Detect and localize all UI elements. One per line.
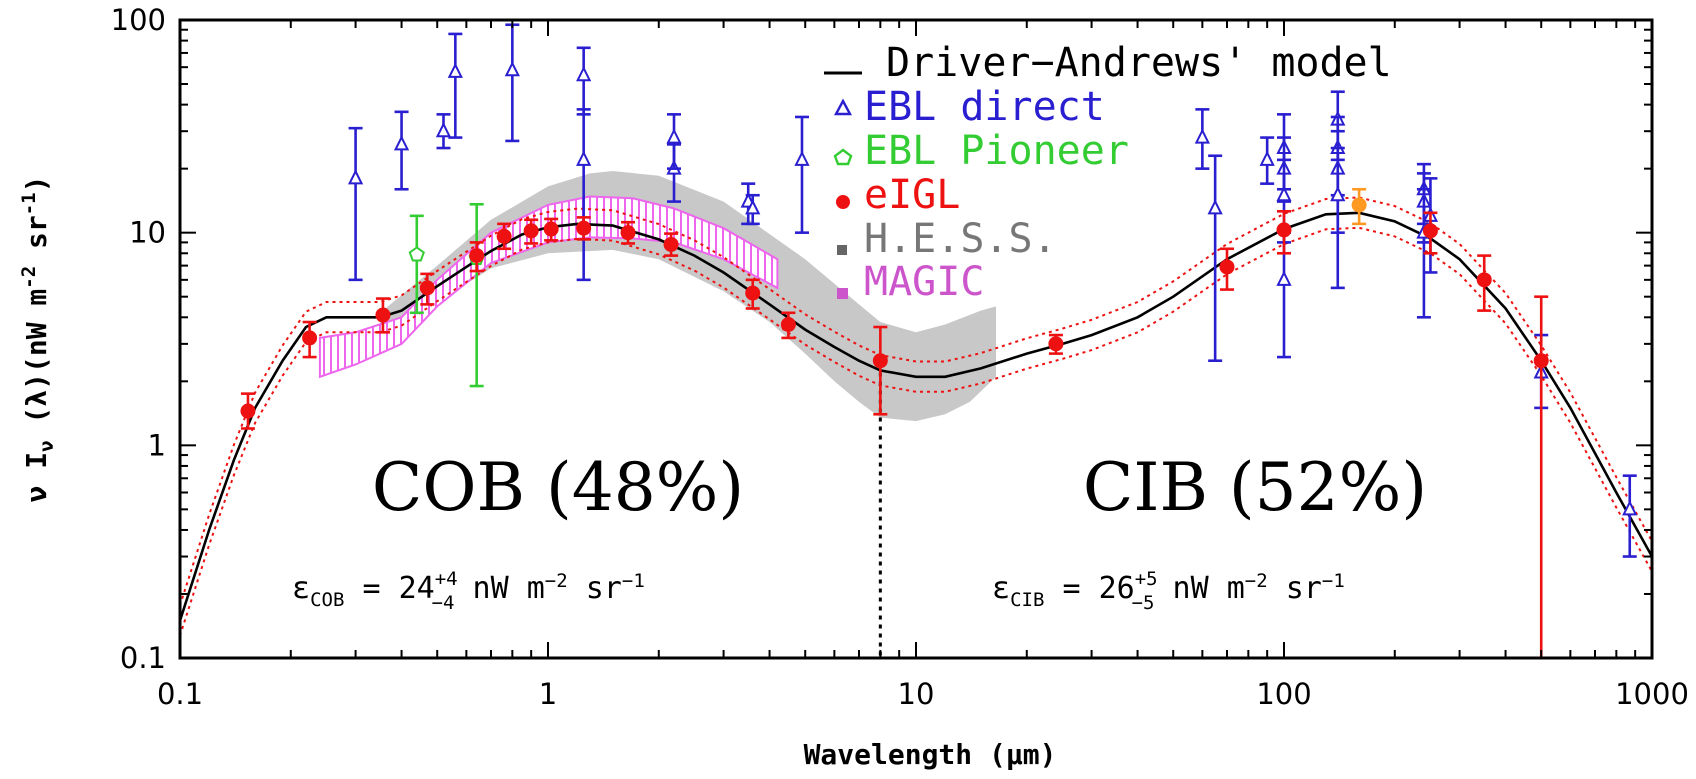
eigl-marker (1533, 353, 1549, 369)
ebl-direct-marker (504, 61, 520, 77)
eps-cob-eq: = 24 (344, 571, 434, 606)
eps-cob-unit: nW m (454, 571, 544, 606)
eigl-marker (469, 248, 485, 264)
eigl-marker (1422, 223, 1438, 239)
y-tick-label: 10 (129, 216, 166, 250)
x-axis-title: Wavelength (μm) (804, 738, 1057, 771)
eps-cib-sub: CIB (1010, 589, 1044, 611)
ebl-pioneer-marker (408, 246, 425, 262)
ebl-direct-marker (1194, 128, 1210, 144)
legend-label-model: Driver−Andrews' model (886, 40, 1392, 86)
y-axis-title: ν Iν (λ)(nW m-2 sr-1) (18, 176, 58, 503)
ebl-direct-marker (1276, 270, 1292, 286)
x-tick-label: 1 (539, 677, 557, 711)
model-curves-layer (180, 196, 1652, 636)
legend-ebl-pioneer-pentagon-icon (833, 148, 853, 166)
ebl-direct-marker (435, 121, 452, 138)
x-tick-label: 10 (898, 677, 935, 711)
axis-tick-labels: 0.1 1 10 100 1000 0.1 1 10 100 (111, 3, 1689, 711)
legend-label-hess: H.E.S.S. (864, 216, 1057, 262)
ebl-direct-marker (1622, 500, 1638, 516)
ebl-direct-marker (576, 65, 592, 82)
ebl-direct-marker (1276, 185, 1292, 202)
model-curve (180, 211, 1652, 621)
eps-cob-exp2: −1 (622, 570, 645, 592)
data-points-layer (240, 23, 1638, 658)
eigl-marker (419, 280, 435, 296)
orange-marker (1351, 197, 1367, 213)
y-tick-label: 1 (148, 428, 166, 462)
y-axis-title-prefix: ν I (20, 452, 53, 503)
eigl-marker (1219, 259, 1235, 275)
eigl-marker (620, 225, 636, 241)
axis-ticks (179, 20, 1653, 659)
eps-cib-unit: nW m (1154, 571, 1244, 606)
eigl-marker (375, 307, 391, 323)
y-axis-title-rest: (λ)(nW m (20, 289, 53, 441)
legend-label-eigl: eIGL (864, 172, 960, 218)
eps-cob-plus: +4 (435, 568, 458, 590)
y-tick-label: 0.1 (120, 641, 166, 675)
eps-cib-eq: = 26 (1044, 571, 1134, 606)
legend-hess-square-icon (837, 245, 847, 255)
legend: Driver−Andrews' model EBL direct EBL Pio… (824, 40, 1392, 305)
ebl-direct-marker (1259, 150, 1275, 166)
y-axis-title-mid: sr (20, 215, 53, 266)
eigl-marker (745, 285, 761, 301)
y-axis-title-end: ) (20, 176, 53, 193)
legend-label-ebl-direct: EBL direct (864, 84, 1105, 130)
legend-label-ebl-pioneer: EBL Pioneer (864, 128, 1129, 174)
legend-eigl-circle-icon (836, 195, 850, 209)
ebl-direct-marker (666, 128, 682, 144)
y-axis-title-sup1: -2 (18, 266, 40, 289)
eigl-marker (872, 353, 888, 369)
eigl-marker (302, 330, 318, 346)
eigl-marker (1048, 336, 1064, 352)
ebl-direct-marker (1207, 199, 1223, 215)
ebl-direct-marker (794, 150, 810, 166)
x-tick-label: 1000 (1615, 677, 1689, 711)
legend-magic-square-icon (837, 288, 848, 299)
x-tick-label: 100 (1256, 677, 1311, 711)
eigl-marker (1276, 222, 1292, 238)
eigl-marker (543, 221, 559, 237)
ebl-direct-marker (393, 135, 410, 151)
ebl-direct-marker (447, 62, 463, 78)
eigl-marker (496, 228, 512, 244)
eps-cob-sub: COB (310, 589, 344, 611)
eps-cib-sym: ε (992, 571, 1010, 606)
eigl-marker (663, 236, 679, 252)
eps-cib-sr: sr (1268, 571, 1322, 606)
cib-label: CIB (52%) (1083, 449, 1427, 526)
eigl-marker (1476, 272, 1492, 288)
eps-cob-sym: ε (292, 571, 310, 606)
eigl-marker (523, 223, 539, 239)
eps-cob-sr: sr (568, 571, 622, 606)
ebl-direct-marker (576, 150, 592, 166)
eps-cib-label: εCIB = 26+5 −5 nW m−2 sr−1 (992, 568, 1345, 614)
eigl-marker (576, 220, 592, 236)
eps-cib-minus: −5 (1132, 592, 1155, 614)
eps-cob-label: εCOB = 24+4 −4 nW m−2 sr−1 (292, 568, 645, 614)
y-axis-title-sup2: -1 (18, 192, 40, 215)
ebl-direct-marker (347, 169, 364, 185)
eps-cib-exp1: −2 (1245, 570, 1268, 592)
eps-cob-minus: −4 (432, 592, 455, 614)
legend-label-magic: MAGIC (864, 259, 984, 305)
y-tick-label: 100 (111, 3, 166, 37)
eps-cib-plus: +5 (1135, 568, 1158, 590)
cob-label: COB (48%) (372, 449, 744, 526)
eps-cob-exp1: −2 (545, 570, 568, 592)
eps-cib-exp2: −1 (1322, 570, 1345, 592)
y-axis-title-sub: ν (36, 440, 58, 451)
legend-ebl-direct-triangle-icon (833, 98, 853, 116)
ebl-direct-marker (745, 199, 761, 215)
eigl-marker (240, 403, 256, 419)
ebl-direct-marker (1330, 185, 1346, 202)
x-tick-label: 0.1 (157, 677, 203, 711)
eigl-marker (780, 316, 796, 332)
